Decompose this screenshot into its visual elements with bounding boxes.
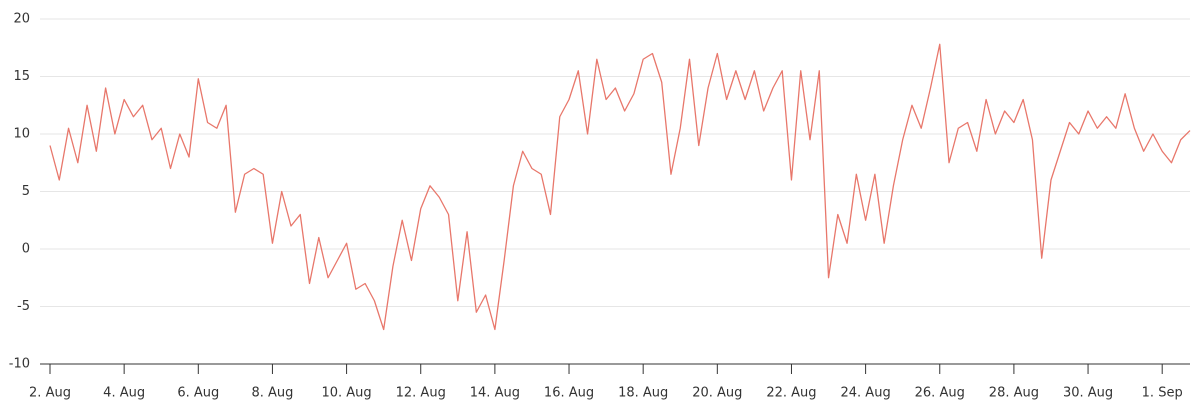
- x-tick-label: 4. Aug: [103, 386, 145, 401]
- y-tick-label: 0: [22, 242, 30, 257]
- x-tick-label: 24. Aug: [841, 386, 891, 401]
- x-tick-label: 10. Aug: [321, 386, 371, 401]
- x-tick-label: 8. Aug: [251, 386, 293, 401]
- x-tick-label: 18. Aug: [618, 386, 668, 401]
- x-tick-label: 28. Aug: [989, 386, 1039, 401]
- y-tick-label: -5: [17, 299, 30, 314]
- x-tick-label: 6. Aug: [177, 386, 219, 401]
- x-tick-label: 12. Aug: [396, 386, 446, 401]
- x-tick-label: 26. Aug: [915, 386, 965, 401]
- x-tick-label: 14. Aug: [470, 386, 520, 401]
- x-tick-label: 16. Aug: [544, 386, 594, 401]
- y-tick-label: 15: [13, 69, 30, 84]
- x-tick-label: 1. Sep: [1142, 386, 1183, 401]
- x-tick-label: 20. Aug: [692, 386, 742, 401]
- y-tick-label: 10: [13, 127, 30, 142]
- x-tick-label: 2. Aug: [29, 386, 71, 401]
- x-tick-label: 30. Aug: [1063, 386, 1113, 401]
- y-tick-label: -10: [9, 357, 30, 372]
- y-tick-label: 20: [13, 12, 30, 27]
- x-tick-label: 22. Aug: [766, 386, 816, 401]
- y-tick-label: 5: [22, 184, 30, 199]
- line-series: [49, 43, 1191, 331]
